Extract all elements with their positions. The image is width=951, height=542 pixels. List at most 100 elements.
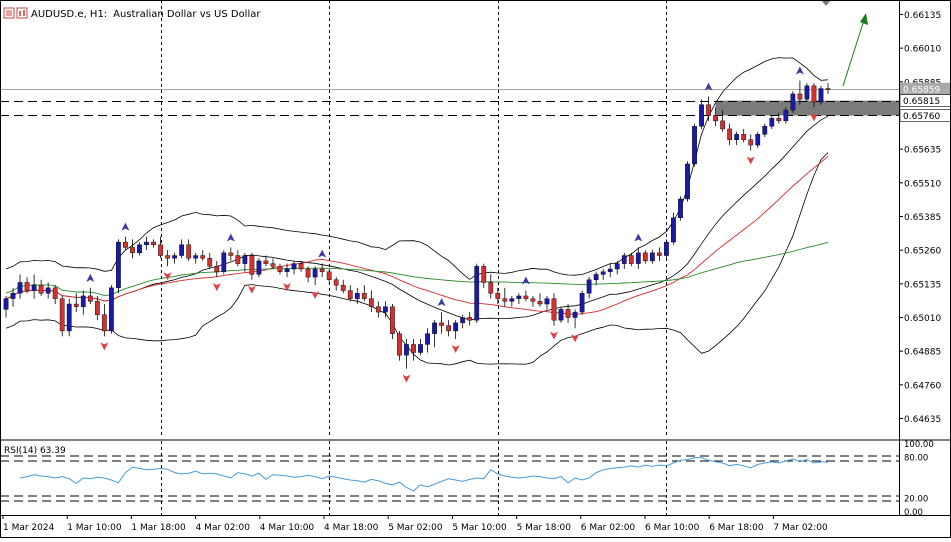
candle (818, 85, 824, 105)
current-price-box (900, 82, 951, 95)
price-panel[interactable] (0, 0, 899, 437)
candle (31, 274, 37, 299)
chart-symbol: AUDUSD.e (31, 9, 84, 20)
scroll-marker[interactable] (821, 0, 831, 6)
candle (432, 320, 437, 348)
candle (621, 252, 627, 270)
chart-type-icon[interactable] (3, 7, 15, 19)
rsi-period-separators (161, 441, 667, 515)
time-axis[interactable]: 1 Mar 2024 1 Mar 10:00 1 Mar 18:00 4 Mar 02… (0, 515, 951, 533)
candle (797, 80, 803, 105)
candle (741, 128, 747, 143)
candle (17, 274, 23, 299)
time-tick-label: 5 Mar 18:00 (517, 523, 572, 533)
candle (214, 260, 220, 278)
candle (312, 266, 318, 286)
supply-zone[interactable] (715, 100, 899, 116)
candle (284, 263, 290, 278)
candle (242, 252, 248, 272)
candle (720, 110, 725, 132)
price-tick-label: 0.65260 (904, 247, 941, 257)
candlestick-series (3, 80, 831, 369)
candle (52, 285, 58, 305)
candle (692, 123, 697, 167)
candle (59, 295, 65, 337)
time-tick-label: 6 Mar 10:00 (645, 523, 700, 533)
fractal-up-marker (521, 276, 530, 285)
candle (614, 260, 620, 275)
candle (727, 123, 733, 146)
candle (80, 290, 86, 315)
candle (755, 131, 761, 148)
candle (467, 312, 473, 326)
candle (340, 279, 346, 294)
candle (607, 263, 613, 278)
fractal-down-marker (550, 331, 558, 340)
candle (411, 339, 416, 361)
candle (783, 107, 789, 124)
candle (558, 306, 564, 323)
candle (94, 295, 100, 321)
candle (347, 285, 353, 302)
candle (649, 250, 655, 264)
candle (179, 239, 185, 259)
rsi-tick-label: 80.00 (904, 454, 928, 464)
candle (66, 298, 72, 337)
rsi-tick-label: 0.00 (904, 508, 923, 518)
candle (186, 239, 192, 261)
candle (235, 250, 241, 267)
candle (193, 252, 199, 264)
candle (87, 287, 93, 305)
rsi-panel[interactable]: RSI(14) 63.39 100.00 80.00 20.00 0.00 (0, 439, 951, 518)
support-resistance-levels (0, 89, 899, 116)
time-tick-label: 1 Mar 2024 (3, 523, 55, 533)
price-tick-label: 0.65385 (904, 213, 941, 223)
candle (706, 96, 711, 121)
candle (635, 247, 641, 270)
rsi-axis[interactable]: 100.00 80.00 20.00 0.00 (904, 440, 934, 518)
candle (579, 290, 585, 315)
timeframe-icon[interactable] (16, 7, 28, 19)
candle (383, 301, 388, 318)
candle (200, 250, 206, 261)
candle (277, 263, 283, 275)
candle (474, 263, 480, 323)
candle (657, 247, 662, 261)
price-tick-label: 0.65135 (904, 280, 941, 290)
candle (130, 239, 135, 259)
price-tick-label: 0.64760 (904, 381, 941, 391)
fractal-down-marker (451, 345, 460, 354)
candle (790, 91, 796, 113)
candle (390, 304, 395, 340)
candle (516, 293, 522, 305)
moving-average-green (5, 241, 829, 297)
fractal-down-marker (100, 342, 109, 351)
candle (207, 252, 213, 270)
level-price-label: 0.65815 (903, 97, 940, 107)
time-tick-label: 7 Mar 02:00 (773, 523, 828, 533)
candle (361, 285, 367, 302)
candle (439, 312, 444, 334)
time-tick-label: 1 Mar 18:00 (131, 523, 186, 533)
candle (523, 290, 529, 302)
candle (354, 287, 360, 305)
candle (249, 252, 255, 280)
candle (593, 271, 599, 286)
candle (45, 282, 51, 299)
candle (172, 252, 177, 264)
current-price-label: 0.65859 (903, 85, 940, 95)
candle (38, 279, 44, 296)
fractal-down-marker (212, 283, 221, 292)
price-axis[interactable]: 0.661350.660100.658850.656350.655100.653… (899, 11, 951, 425)
fractal-markers (86, 66, 818, 383)
candle (3, 295, 9, 318)
price-tick-label: 0.65010 (904, 314, 941, 324)
rsi-levels (0, 455, 899, 502)
candle (671, 212, 676, 245)
trend-arrow[interactable] (821, 0, 868, 87)
candle (397, 330, 402, 361)
candle (544, 295, 550, 310)
fractal-down-marker (402, 374, 411, 383)
